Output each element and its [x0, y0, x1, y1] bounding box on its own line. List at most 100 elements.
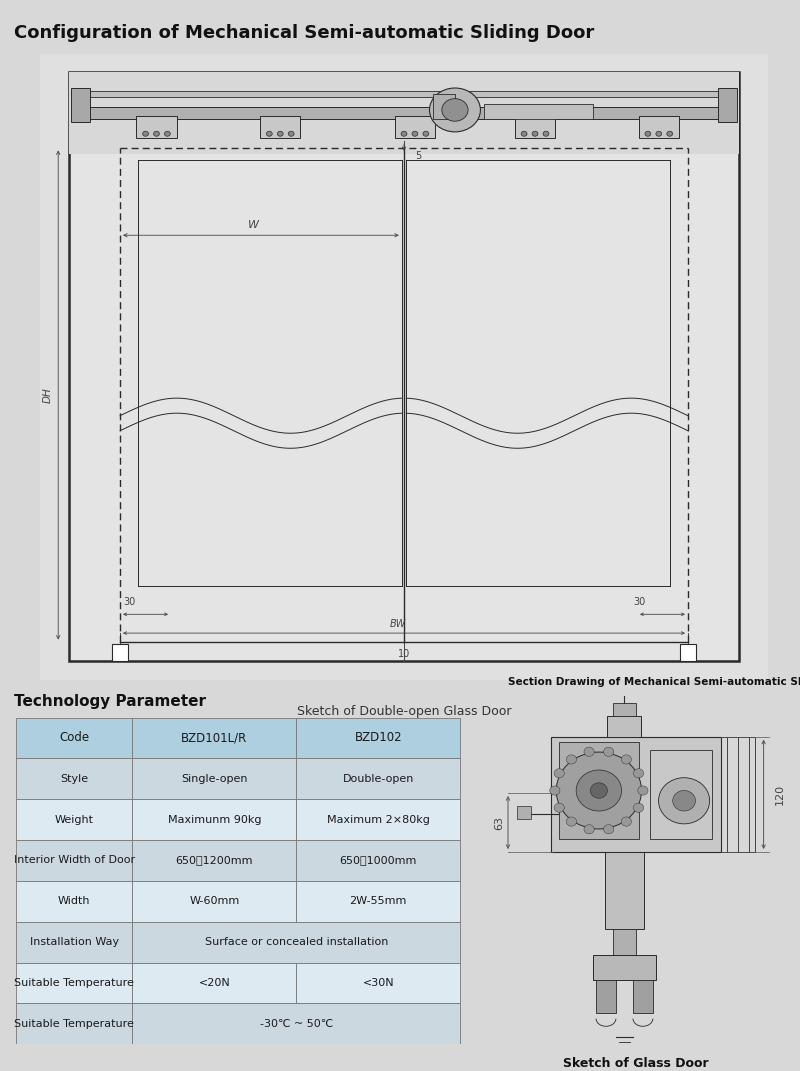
Bar — [296, 880, 460, 922]
Bar — [73, 107, 735, 119]
Text: W-60mm: W-60mm — [190, 896, 239, 906]
Text: 30: 30 — [124, 597, 136, 607]
Circle shape — [673, 790, 695, 811]
Text: Interior Width of Door: Interior Width of Door — [14, 856, 134, 865]
Bar — [71, 88, 90, 122]
Circle shape — [522, 132, 527, 136]
Text: Configuration of Mechanical Semi-automatic Sliding Door: Configuration of Mechanical Semi-automat… — [14, 24, 594, 42]
Circle shape — [584, 748, 594, 756]
Bar — [296, 718, 460, 758]
Bar — [132, 758, 296, 799]
Bar — [633, 980, 653, 1013]
Bar — [296, 840, 460, 880]
Circle shape — [550, 786, 560, 795]
Bar — [638, 117, 679, 138]
Circle shape — [556, 752, 642, 829]
Text: 650～1000mm: 650～1000mm — [340, 856, 417, 865]
Bar — [132, 922, 460, 963]
Bar — [16, 840, 132, 880]
Text: BW: BW — [390, 619, 406, 629]
Bar — [395, 117, 435, 138]
Circle shape — [543, 132, 549, 136]
Circle shape — [412, 132, 418, 136]
Text: 5: 5 — [415, 151, 421, 161]
Circle shape — [142, 132, 149, 136]
Text: Suitable Temperature: Suitable Temperature — [14, 1019, 134, 1029]
Text: Maximunm 90kg: Maximunm 90kg — [167, 815, 261, 825]
Circle shape — [658, 778, 710, 824]
Text: Style: Style — [60, 774, 88, 784]
Bar — [16, 799, 132, 840]
Bar — [132, 1004, 460, 1044]
Circle shape — [401, 132, 407, 136]
Bar — [296, 963, 460, 1004]
Bar — [596, 980, 616, 1013]
Bar — [132, 799, 296, 840]
Bar — [16, 758, 132, 799]
Bar — [137, 117, 177, 138]
Text: <20N: <20N — [198, 978, 230, 987]
Text: Installation Way: Installation Way — [30, 937, 118, 947]
Text: W: W — [247, 220, 258, 229]
Bar — [605, 853, 644, 929]
Bar — [16, 963, 132, 1004]
Circle shape — [622, 817, 631, 826]
Circle shape — [154, 132, 159, 136]
Bar — [16, 718, 132, 758]
Bar — [69, 73, 739, 154]
Circle shape — [590, 783, 607, 798]
Circle shape — [532, 132, 538, 136]
Text: Technology Parameter: Technology Parameter — [14, 694, 206, 709]
Bar — [132, 718, 296, 758]
Circle shape — [622, 755, 631, 764]
Bar — [613, 929, 636, 954]
Circle shape — [645, 132, 650, 136]
Circle shape — [566, 817, 577, 826]
Circle shape — [638, 786, 648, 795]
Bar — [550, 737, 721, 853]
Bar — [16, 1004, 132, 1044]
Text: Sketch of Double-open Glass Door: Sketch of Double-open Glass Door — [297, 705, 511, 719]
Circle shape — [603, 748, 614, 756]
Circle shape — [554, 769, 564, 778]
Circle shape — [423, 132, 429, 136]
Text: Surface or concealed installation: Surface or concealed installation — [205, 937, 388, 947]
Text: Sketch of Glass Door: Sketch of Glass Door — [563, 1057, 709, 1070]
Text: Width: Width — [58, 896, 90, 906]
Bar — [484, 104, 594, 119]
Circle shape — [584, 825, 594, 834]
Bar — [296, 799, 460, 840]
Circle shape — [634, 803, 644, 813]
Bar — [607, 716, 642, 737]
Bar — [613, 704, 636, 716]
Bar — [16, 922, 132, 963]
Text: Single-open: Single-open — [181, 774, 247, 784]
Circle shape — [554, 803, 564, 813]
Text: -30℃ ~ 50℃: -30℃ ~ 50℃ — [260, 1019, 333, 1029]
Circle shape — [442, 99, 468, 121]
Text: Suitable Temperature: Suitable Temperature — [14, 978, 134, 987]
Bar — [594, 954, 656, 980]
Bar — [16, 880, 132, 922]
Bar — [721, 737, 755, 853]
Circle shape — [667, 132, 673, 136]
Text: 10: 10 — [398, 649, 410, 660]
Text: Code: Code — [59, 731, 90, 744]
Bar — [260, 117, 300, 138]
Text: 120: 120 — [775, 784, 785, 805]
Text: 650～1200mm: 650～1200mm — [175, 856, 253, 865]
Bar — [296, 758, 460, 799]
Bar — [73, 91, 735, 97]
Bar — [718, 88, 737, 122]
Text: Section Drawing of Mechanical Semi-automatic Slidir: Section Drawing of Mechanical Semi-autom… — [508, 677, 800, 687]
Text: Double-open: Double-open — [342, 774, 414, 784]
Circle shape — [603, 825, 614, 834]
Bar — [517, 805, 530, 818]
Circle shape — [566, 755, 577, 764]
Circle shape — [656, 132, 662, 136]
Circle shape — [576, 770, 622, 811]
Bar — [132, 963, 296, 1004]
Text: 2W-55mm: 2W-55mm — [350, 896, 407, 906]
Bar — [433, 94, 455, 119]
Bar — [650, 750, 713, 840]
